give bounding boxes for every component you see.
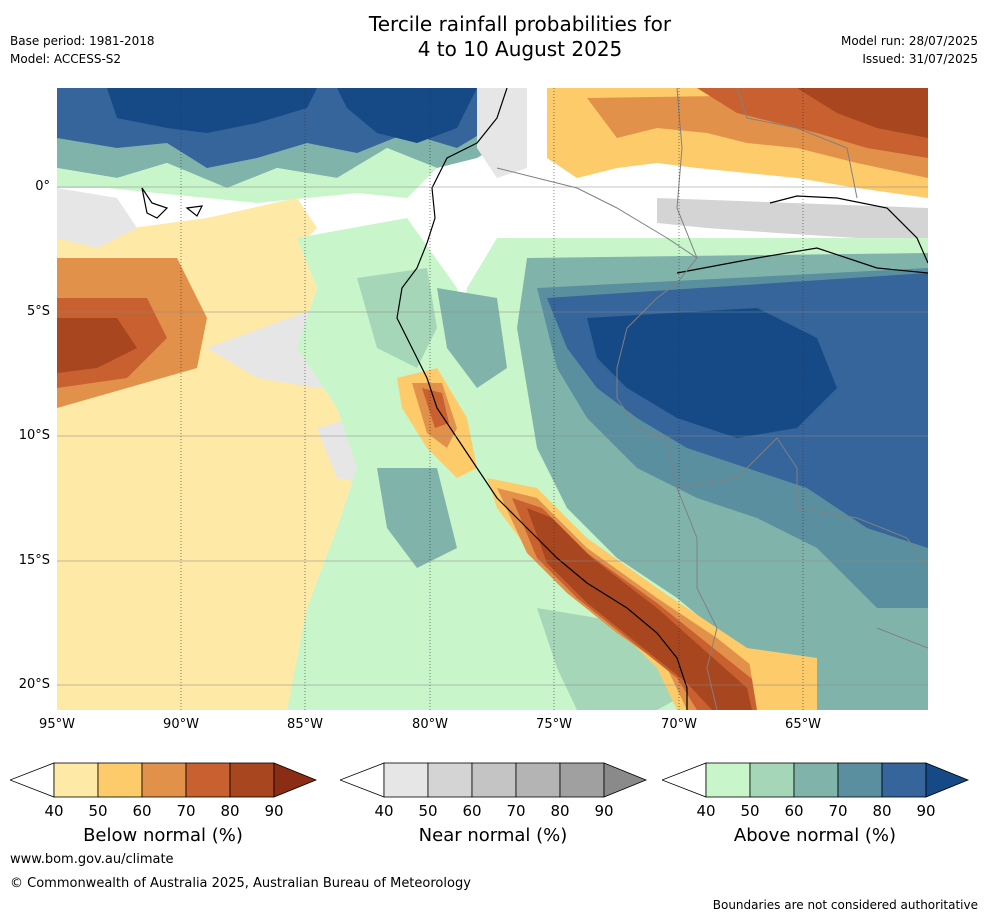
lat-label-15s: 15°S — [18, 553, 50, 568]
footer-copyright: © Commonwealth of Australia 2025, Austra… — [10, 876, 471, 891]
footer-url[interactable]: www.bom.gov.au/climate — [10, 852, 174, 867]
colorbar-above-normal: 40 50 60 70 80 90 — [662, 762, 970, 820]
gridlines — [57, 88, 928, 710]
issued-date: Issued: 31/07/2025 — [862, 52, 978, 66]
meta-left: Base period: 1981-2018 Model: ACCESS-S2 — [10, 32, 155, 68]
lat-label-5s: 5°S — [26, 304, 50, 319]
lat-label-0: 0° — [35, 179, 50, 194]
title-line-2: 4 to 10 August 2025 — [417, 37, 623, 61]
above-tick-50: 50 — [740, 802, 759, 820]
near-tick-40: 40 — [374, 802, 393, 820]
colorbar-near-normal: 40 50 60 70 80 90 — [340, 762, 648, 820]
lon-label-80w: 80°W — [412, 717, 448, 732]
colorbar-below-title: Below normal (%) — [83, 825, 243, 846]
above-tick-40: 40 — [696, 802, 715, 820]
page-title: Tercile rainfall probabilities for 4 to … — [270, 12, 770, 62]
colorbar-above-title: Above normal (%) — [733, 825, 897, 846]
near-tick-80: 80 — [550, 802, 569, 820]
lon-label-65w: 65°W — [785, 717, 821, 732]
coastline — [141, 88, 928, 710]
base-period: Base period: 1981-2018 — [10, 34, 155, 48]
lon-label-70w: 70°W — [661, 717, 697, 732]
lon-label-75w: 75°W — [536, 717, 572, 732]
near-tick-50: 50 — [418, 802, 437, 820]
colorbar-near-title: Near normal (%) — [418, 825, 568, 846]
boundary-disclaimer: Boundaries are not considered authoritat… — [712, 898, 978, 912]
above-tick-90: 90 — [916, 802, 935, 820]
rainfall-map — [57, 88, 928, 710]
near-tick-90: 90 — [594, 802, 613, 820]
lon-label-95w: 95°W — [39, 717, 75, 732]
below-tick-50: 50 — [88, 802, 107, 820]
lon-label-90w: 90°W — [163, 717, 199, 732]
below-tick-60: 60 — [132, 802, 151, 820]
below-tick-80: 80 — [220, 802, 239, 820]
lat-label-20s: 20°S — [18, 677, 50, 692]
country-borders — [496, 88, 928, 710]
model-run: Model run: 28/07/2025 — [840, 34, 978, 48]
below-tick-70: 70 — [176, 802, 195, 820]
colorbar-below-normal: 40 50 60 70 80 90 — [10, 762, 318, 820]
above-tick-80: 80 — [872, 802, 891, 820]
above-tick-60: 60 — [784, 802, 803, 820]
model-name: Model: ACCESS-S2 — [10, 52, 122, 66]
lon-label-85w: 85°W — [287, 717, 323, 732]
lat-label-10s: 10°S — [18, 428, 50, 443]
below-tick-90: 90 — [264, 802, 283, 820]
near-tick-60: 60 — [462, 802, 481, 820]
title-line-1: Tercile rainfall probabilities for — [368, 12, 672, 36]
meta-right: Model run: 28/07/2025 Issued: 31/07/2025 — [841, 32, 978, 68]
near-tick-70: 70 — [506, 802, 525, 820]
above-tick-70: 70 — [828, 802, 847, 820]
below-tick-40: 40 — [44, 802, 63, 820]
